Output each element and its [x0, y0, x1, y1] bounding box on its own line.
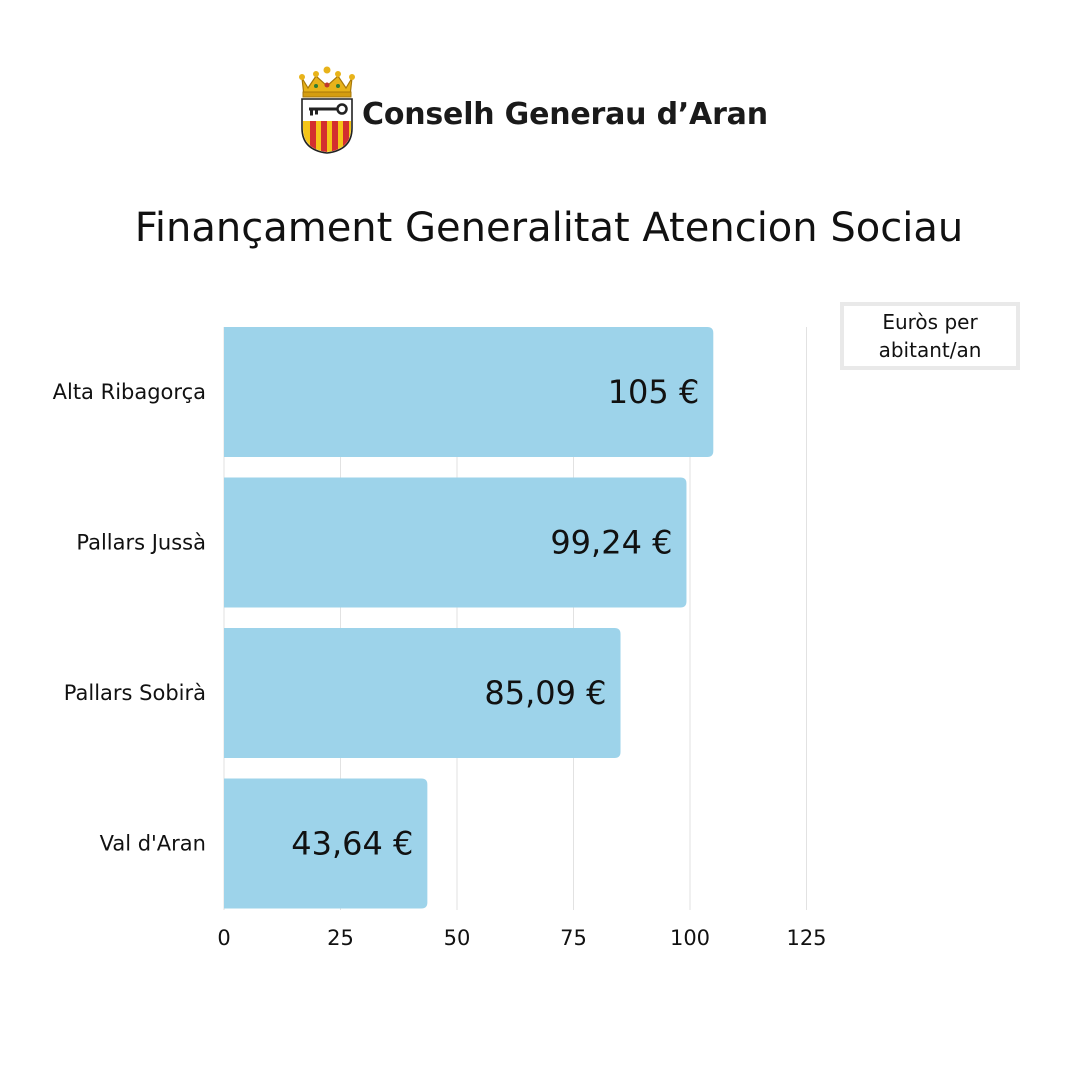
x-tick-label: 25 [327, 926, 354, 950]
data-label: 105 € [608, 373, 700, 411]
data-label: 99,24 € [550, 524, 672, 562]
chart-title: Finançament Generalitat Atencion Sociau [134, 205, 964, 251]
legend-label: Euròs per abitant/an [878, 310, 982, 362]
bar [224, 477, 687, 608]
bar [224, 778, 428, 909]
x-tick-label: 125 [786, 926, 826, 950]
data-label: 85,09 € [484, 674, 606, 712]
x-tick-label: 0 [217, 926, 230, 950]
x-tick-label: 100 [670, 926, 710, 950]
category-label: Pallars Jussà [76, 531, 206, 555]
legend: Euròs per abitant/an [840, 302, 1020, 370]
x-tick-label: 50 [444, 926, 471, 950]
header: Conselh Generau d’Aran [296, 66, 768, 156]
x-tick-label: 75 [560, 926, 587, 950]
category-label: Val d'Aran [100, 832, 206, 856]
bar [224, 327, 714, 457]
category-label: Pallars Sobirà [64, 681, 206, 705]
category-label: Alta Ribagorça [53, 380, 206, 404]
org-name: Conselh Generau d’Aran [362, 96, 768, 132]
coat-of-arms-icon [299, 66, 355, 154]
data-label: 43,64 € [291, 825, 413, 863]
bar [224, 628, 621, 758]
